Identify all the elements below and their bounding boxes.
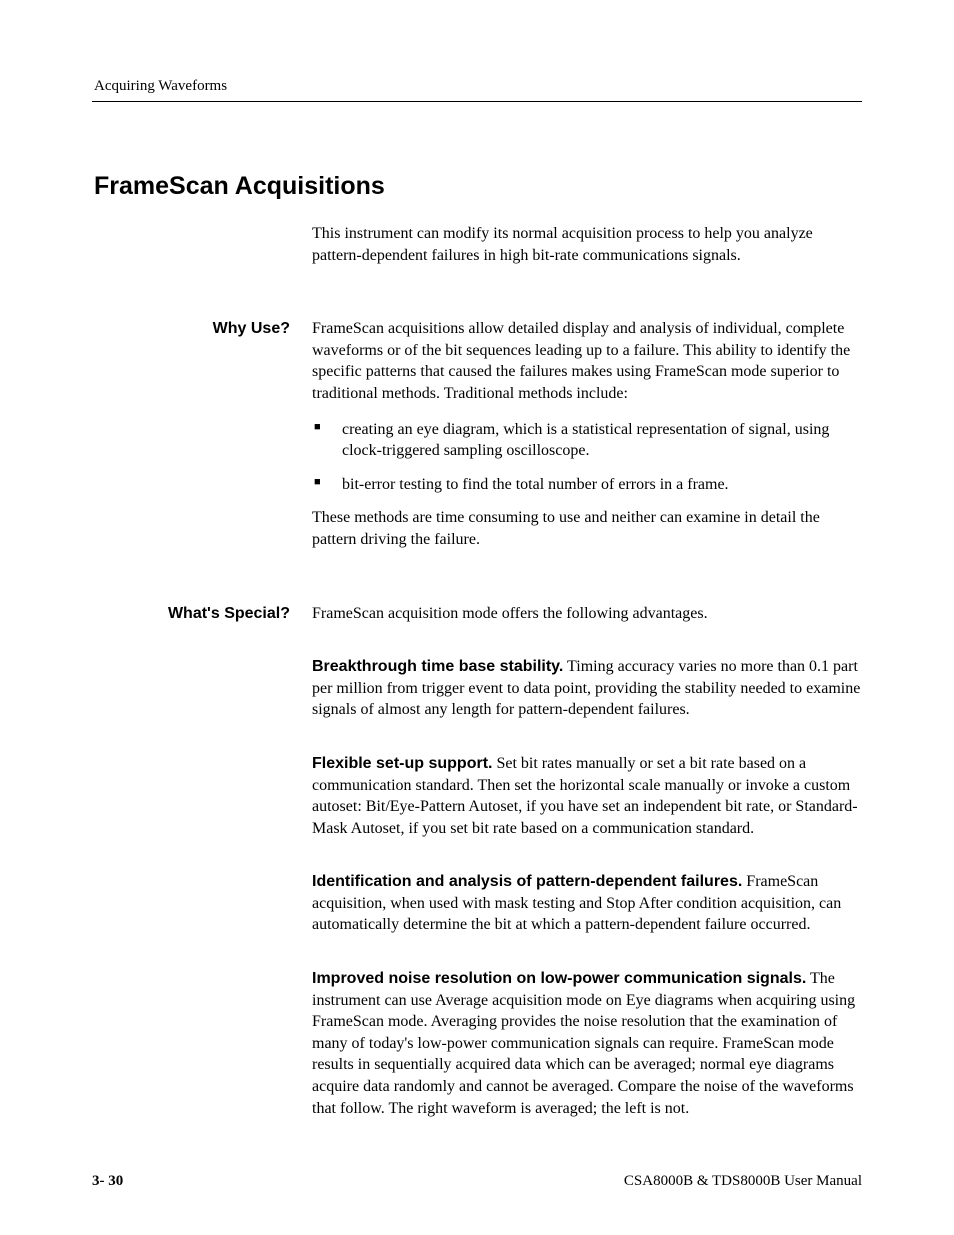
list-item: bit-error testing to find the total numb… <box>312 474 862 496</box>
special-item: Improved noise resolution on low-power c… <box>312 968 862 1119</box>
section-title: FrameScan Acquisitions <box>94 172 862 201</box>
whyuse-lead: FrameScan acquisitions allow detailed di… <box>312 318 862 404</box>
inline-head: Flexible set-up support. <box>312 755 492 772</box>
intro-row: This instrument can modify its normal ac… <box>92 223 862 280</box>
special-label: What's Special? <box>92 603 312 1134</box>
whyuse-bullets: creating an eye diagram, which is a stat… <box>312 419 862 496</box>
intro-label <box>92 223 312 280</box>
inline-head: Breakthrough time base stability. <box>312 658 563 675</box>
page: Acquiring Waveforms FrameScan Acquisitio… <box>0 0 954 1133</box>
special-lead: FrameScan acquisition mode offers the fo… <box>312 603 862 625</box>
head-rule <box>92 101 862 102</box>
manual-title: CSA8000B & TDS8000B User Manual <box>624 1173 862 1190</box>
inline-body: The instrument can use Average acquisiti… <box>312 970 855 1117</box>
inline-head: Identification and analysis of pattern-d… <box>312 873 742 890</box>
special-item: Flexible set-up support. Set bit rates m… <box>312 753 862 839</box>
special-body: FrameScan acquisition mode offers the fo… <box>312 603 862 1134</box>
page-footer: 3- 30 CSA8000B & TDS8000B User Manual <box>92 1173 862 1190</box>
intro-text: This instrument can modify its normal ac… <box>312 223 862 266</box>
whyuse-body: FrameScan acquisitions allow detailed di… <box>312 318 862 564</box>
inline-head: Improved noise resolution on low-power c… <box>312 970 806 987</box>
running-head: Acquiring Waveforms <box>94 78 862 95</box>
special-row: What's Special? FrameScan acquisition mo… <box>92 603 862 1134</box>
special-item: Identification and analysis of pattern-d… <box>312 871 862 936</box>
page-number: 3- 30 <box>92 1173 123 1190</box>
special-item: Breakthrough time base stability. Timing… <box>312 656 862 721</box>
list-item: creating an eye diagram, which is a stat… <box>312 419 862 462</box>
intro-body: This instrument can modify its normal ac… <box>312 223 862 280</box>
whyuse-label: Why Use? <box>92 318 312 564</box>
whyuse-row: Why Use? FrameScan acquisitions allow de… <box>92 318 862 564</box>
whyuse-tail: These methods are time consuming to use … <box>312 507 862 550</box>
